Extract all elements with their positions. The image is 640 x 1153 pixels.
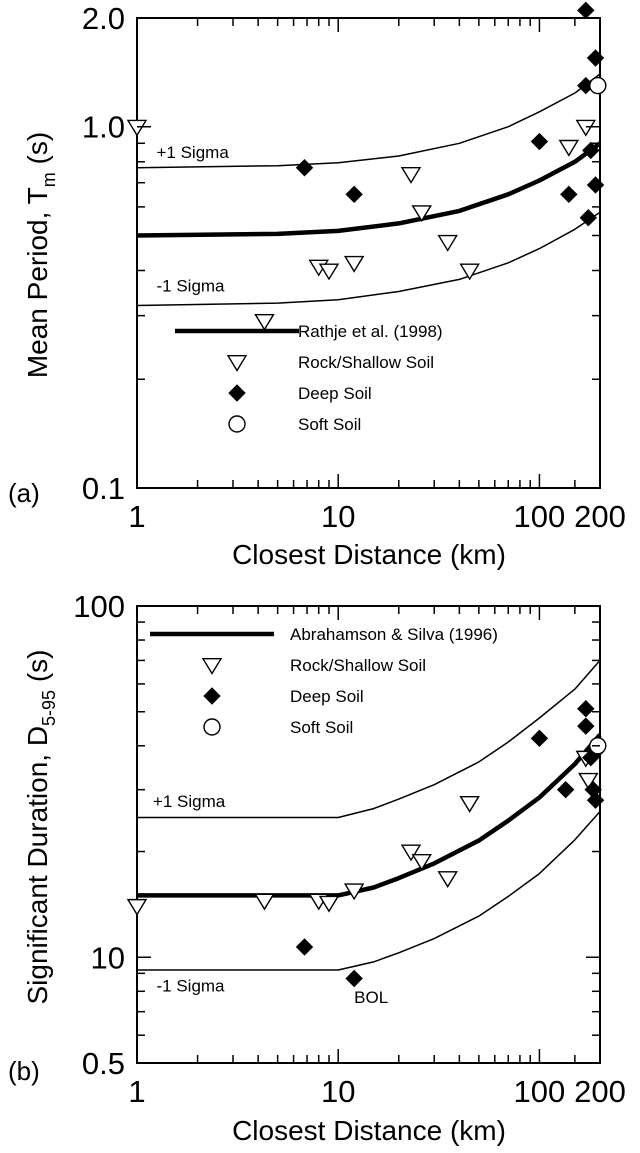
rock-soil-point [254,313,275,331]
x-tick-label: 200 [574,1074,626,1109]
deep-soil-point [530,132,549,151]
deep-soil-point [586,49,605,67]
rock-soil-point [411,853,432,871]
median-curve [136,141,602,238]
x-tick-label: 200 [574,499,626,534]
deep-soil-point [586,791,605,809]
x-tick-label: 10 [321,1074,355,1109]
y-tick-label: 0.5 [82,1046,125,1081]
x-axis-title: Closest Distance (km) [232,539,506,570]
rock-soil-point [459,263,480,281]
legend-marker [203,687,221,705]
y-tick-label: 2.0 [82,1,125,36]
plus-sigma-annotation: +1 Sigma [156,143,229,162]
minus-sigma-curve [136,211,601,307]
deep-soil-point [345,185,363,204]
x-tick-label: 100 [514,1074,566,1109]
rock-soil-point [126,119,148,137]
legend-label: Soft Soil [298,415,361,434]
x-tick-label: 1 [128,499,145,534]
deep-soil-point [577,717,595,735]
rock-soil-point [575,119,597,137]
y-tick-label: 10 [91,940,125,975]
rock-soil-point [400,844,422,862]
deep-soil-point [530,729,549,748]
x-tick-label: 100 [514,499,566,534]
minus-sigma-annotation: -1 Sigma [156,276,225,295]
deep-soil-point [586,176,605,194]
legend-label: Abrahamson & Silva (1996) [290,625,498,644]
legend-label: Deep Soil [290,687,364,706]
deep-soil-point [582,141,600,160]
minus-sigma-annotation: -1 Sigma [156,976,225,995]
minus-sigma-curve [137,811,601,971]
deep-soil-point [295,159,314,177]
deep-soil-point [556,780,575,799]
deep-soil-point [577,1,595,20]
panel-label: (b) [8,1056,40,1086]
rock-soil-point [254,893,275,911]
rock-soil-point [411,205,432,223]
y-axis-title: Mean Period, Tm (s) [22,132,59,378]
plus-sigma-annotation: +1 Sigma [153,792,226,811]
legend-marker [228,415,246,433]
panel-a: 1 10 100 200 0.1 1.0 2.0 Rathje et al. (1998) R… [8,1,626,570]
legend-marker [226,355,248,372]
y-axis-title: Significant Duration, D5-95 (s) [22,649,59,1004]
rock-soil-point [437,234,458,252]
rock-soil-point [126,898,148,916]
rock-soil-point [459,795,480,813]
deep-soil-point [577,700,595,718]
x-axis-title: Closest Distance (km) [232,1115,506,1146]
legend-marker [201,658,223,675]
x-tick-label: 10 [321,499,355,534]
bol-annotation: BOL [354,988,388,1007]
rock-soil-point [578,772,599,790]
legend-label: Rock/Shallow Soil [290,656,426,675]
median-curve [137,733,602,898]
legend-label: Deep Soil [298,384,372,403]
y-tick-label: 1.0 [82,110,125,145]
deep-soil-point [560,185,578,204]
rock-soil-point [343,255,365,273]
legend-marker [203,718,221,736]
rock-soil-point [318,895,340,913]
panel-label: (a) [8,478,40,508]
legend-label: Rathje et al. (1998) [298,322,443,341]
rock-soil-point [558,139,580,157]
rock-soil-point [437,871,458,889]
legend-label: Soft Soil [290,718,353,737]
legend-label: Rock/Shallow Soil [298,353,434,372]
rock-soil-point [318,263,340,281]
plot-frame [136,605,601,1064]
deep-soil-point [345,969,363,988]
plus-sigma-curve [136,73,601,169]
legend-marker [228,384,246,402]
deep-soil-point [295,938,314,956]
x-tick-label: 1 [128,1074,145,1109]
rock-soil-point [400,166,422,184]
plot-frame [136,17,601,489]
soft-soil-point [589,76,607,95]
plus-sigma-curve [137,659,601,819]
y-tick-label: 100 [73,589,125,624]
deep-soil-point [579,209,598,227]
rock-soil-point [343,883,365,901]
y-tick-label: 0.1 [82,471,125,506]
